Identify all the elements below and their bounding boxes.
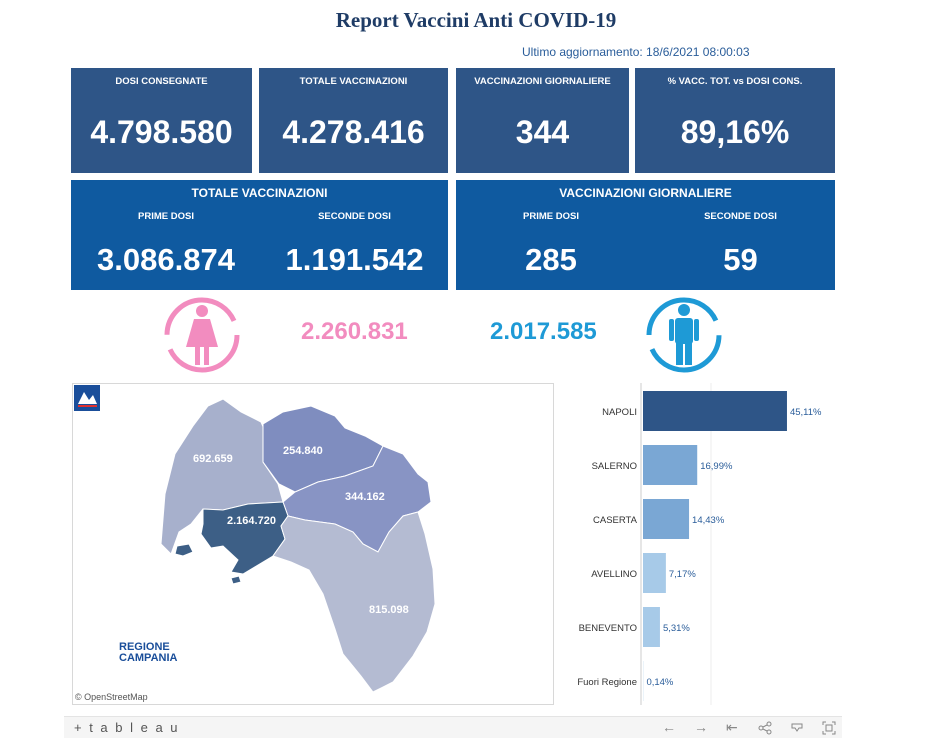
map-attribution[interactable]: © OpenStreetMap <box>75 692 148 702</box>
female-count: 2.260.831 <box>301 318 408 345</box>
last-update: Ultimo aggiornamento: 18/6/2021 08:00:03 <box>522 45 750 59</box>
map-label-avellino: 344.162 <box>345 491 385 503</box>
chart-value-label: 5,31% <box>663 623 690 634</box>
seconde-dosi-label: SECONDE DOSI <box>704 211 777 222</box>
kpi-label: VACCINAZIONI GIORNALIERE <box>474 76 611 87</box>
kpi-label: TOTALE VACCINAZIONI <box>299 76 408 87</box>
kpi-label: % VACC. TOT. vs DOSI CONS. <box>667 76 803 87</box>
chart-bar[interactable] <box>643 391 787 431</box>
panel-totale-vaccinazioni: TOTALE VACCINAZIONI PRIME DOSI SECONDE D… <box>71 180 448 290</box>
kpi-value: 4.278.416 <box>282 114 425 150</box>
chart-category-label: Fuori Regione <box>577 677 637 688</box>
chart-category-label: NAPOLI <box>602 407 637 418</box>
map-label-napoli: 2.164.720 <box>227 515 276 527</box>
seconde-dosi-value: 59 <box>723 242 758 277</box>
chart-bar[interactable] <box>643 607 660 647</box>
regione-campania-logo-icon <box>74 385 100 411</box>
seconde-dosi-label: SECONDE DOSI <box>318 211 391 222</box>
map-campania[interactable]: 692.659 254.840 344.162 2.164.720 815.09… <box>72 383 554 705</box>
download-icon[interactable] <box>790 721 804 735</box>
tableau-toolbar: + t a b l e a u ← → ⇤ <box>64 716 842 738</box>
chart-bar[interactable] <box>643 499 690 539</box>
chart-category-label: BENEVENTO <box>579 623 637 634</box>
panel-title: TOTALE VACCINAZIONI <box>191 186 328 200</box>
panel-title: VACCINAZIONI GIORNALIERE <box>559 186 732 200</box>
map-region-salerno[interactable] <box>272 511 436 693</box>
male-icon <box>646 297 722 373</box>
tableau-logo[interactable]: + t a b l e a u <box>74 720 180 735</box>
prime-dosi-value: 285 <box>525 242 577 277</box>
chart-value-label: 14,43% <box>692 515 725 526</box>
panel-vaccinazioni-giornaliere: VACCINAZIONI GIORNALIERE PRIME DOSI SECO… <box>456 180 835 290</box>
kpi-percent-vaccinazioni: % VACC. TOT. vs DOSI CONS. 89,16% <box>635 68 835 173</box>
logo-line2: CAMPANIA <box>119 652 178 664</box>
map-island-ischia[interactable] <box>174 543 194 557</box>
redo-icon[interactable]: → <box>694 719 708 735</box>
chart-category-label: CASERTA <box>593 515 638 526</box>
chart-value-label: 0,14% <box>646 677 673 688</box>
kpi-value: 4.798.580 <box>90 114 233 150</box>
chart-bar[interactable] <box>643 445 698 485</box>
chart-value-label: 16,99% <box>700 461 733 472</box>
map-island-capri[interactable] <box>230 575 242 585</box>
regione-campania-logo-text: REGIONE CAMPANIA <box>119 642 177 664</box>
province-bar-chart: NAPOLI 45,11% SALERNO 16,99% CASERTA 14,43% AV… <box>565 383 840 705</box>
share-icon[interactable] <box>758 721 772 735</box>
kpi-dosi-consegnate: DOSI CONSEGNATE 4.798.580 <box>71 68 252 173</box>
chart-value-label: 45,11% <box>790 407 822 418</box>
map-label-caserta: 692.659 <box>193 453 233 465</box>
kpi-value: 89,16% <box>680 114 790 150</box>
fullscreen-icon[interactable] <box>822 721 836 735</box>
logo-line1: REGIONE <box>119 641 170 653</box>
prime-dosi-label: PRIME DOSI <box>523 211 579 222</box>
kpi-value: 344 <box>515 114 570 150</box>
map-label-salerno: 815.098 <box>369 604 409 616</box>
report-title: Report Vaccini Anti COVID-19 <box>335 8 617 32</box>
prime-dosi-value: 3.086.874 <box>97 242 235 277</box>
kpi-totale-vaccinazioni: TOTALE VACCINAZIONI 4.278.416 <box>259 68 448 173</box>
chart-category-label: SALERNO <box>592 461 637 472</box>
seconde-dosi-value: 1.191.542 <box>285 242 424 277</box>
undo-icon[interactable]: ← <box>662 719 676 735</box>
chart-value-label: 7,17% <box>669 569 696 580</box>
chart-bar[interactable] <box>643 553 666 593</box>
female-icon <box>164 297 240 373</box>
prime-dosi-label: PRIME DOSI <box>138 211 194 222</box>
kpi-vaccinazioni-giornaliere: VACCINAZIONI GIORNALIERE 344 <box>456 68 629 173</box>
chart-category-label: AVELLINO <box>591 569 637 580</box>
kpi-label: DOSI CONSEGNATE <box>115 76 208 87</box>
male-count: 2.017.585 <box>490 318 597 345</box>
map-region-napoli[interactable] <box>200 501 289 575</box>
revert-icon[interactable]: ⇤ <box>726 719 738 735</box>
map-label-benevento: 254.840 <box>283 445 323 457</box>
